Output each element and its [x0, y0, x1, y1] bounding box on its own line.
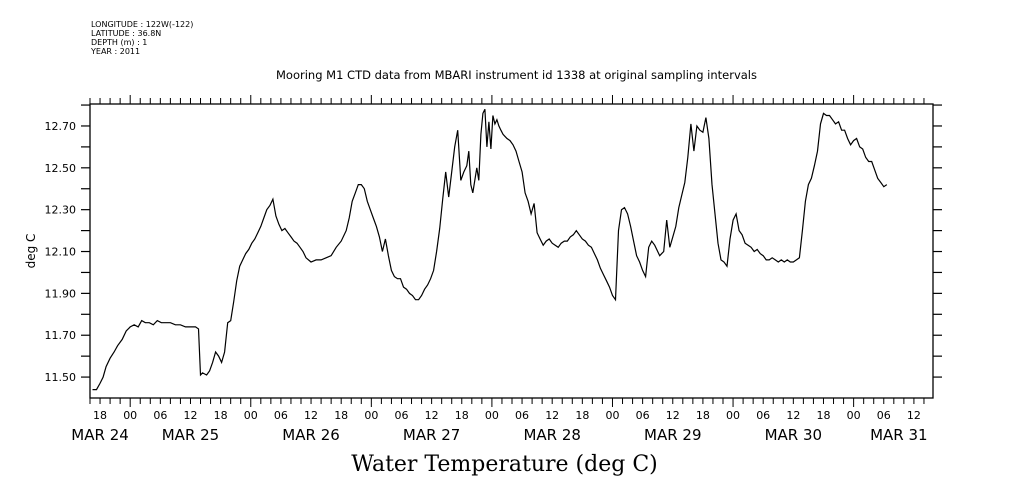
x-axis: 18 00 06 12 18 00 06 12 18 00 06 12 18 00 06 12 18 00 06 12… [71, 95, 928, 444]
x-day-label: MAR 26 [282, 426, 339, 444]
x-day-label: MAR 27 [403, 426, 460, 444]
x-hour-label: 00 [485, 409, 499, 422]
x-hour-label: 12 [545, 409, 559, 422]
x-hour-label: 00 [364, 409, 378, 422]
x-hour-label: 00 [605, 409, 619, 422]
x-hour-label: 18 [334, 409, 348, 422]
station-metadata: LONGITUDE : 122W(-122) LATITUDE : 36.8N … [91, 20, 193, 56]
x-hour-label: 06 [394, 409, 408, 422]
x-hour-label: 12 [425, 409, 439, 422]
x-day-label: MAR 30 [765, 426, 822, 444]
y-tick-label: 11.90 [45, 287, 77, 300]
x-hour-label: 12 [304, 409, 318, 422]
temperature-series-line [92, 108, 888, 391]
y-tick-label: 11.70 [45, 329, 77, 342]
x-hour-label: 18 [816, 409, 830, 422]
x-hour-label: 18 [93, 409, 107, 422]
x-hour-label: 18 [214, 409, 228, 422]
x-hour-label: 00 [244, 409, 258, 422]
x-hour-label: 06 [756, 409, 770, 422]
y-axis-label: deg C [24, 234, 38, 269]
y-tick-label: 12.10 [45, 246, 77, 259]
y-tick-label: 11.50 [45, 371, 77, 384]
series-group [92, 108, 888, 391]
chart-title: Mooring M1 CTD data from MBARI instrumen… [276, 68, 757, 82]
x-hour-label: 06 [877, 409, 891, 422]
x-hour-label: 06 [274, 409, 288, 422]
x-hour-label: 00 [847, 409, 861, 422]
x-day-label: MAR 29 [644, 426, 701, 444]
y-tick-label: 12.70 [45, 120, 77, 133]
x-hour-label: 00 [726, 409, 740, 422]
x-hour-label: 12 [786, 409, 800, 422]
year-label: YEAR : 2011 [91, 47, 141, 56]
x-hour-label: 18 [696, 409, 710, 422]
x-hour-label: 12 [666, 409, 680, 422]
x-hour-label: 12 [907, 409, 921, 422]
x-hour-label: 12 [183, 409, 197, 422]
x-hour-label: 06 [636, 409, 650, 422]
depth-label: DEPTH (m) : 1 [91, 38, 148, 47]
x-day-label: MAR 31 [870, 426, 927, 444]
longitude-label: LONGITUDE : 122W(-122) [91, 20, 194, 29]
latitude-label: LATITUDE : 36.8N [91, 29, 162, 38]
y-tick-label: 12.30 [45, 204, 77, 217]
x-hour-label: 06 [515, 409, 529, 422]
x-day-label: MAR 28 [523, 426, 580, 444]
y-tick-label: 12.50 [45, 162, 77, 175]
x-day-label: MAR 24 [71, 426, 128, 444]
x-day-label: MAR 25 [162, 426, 219, 444]
y-axis: 11.50 11.70 11.90 12.10 12.30 12.50 12.70 [45, 104, 942, 384]
x-hour-label: 00 [123, 409, 137, 422]
variable-title: Water Temperature (deg C) [351, 452, 658, 477]
x-hour-label: 18 [455, 409, 469, 422]
x-hour-label: 18 [575, 409, 589, 422]
x-hour-label: 06 [153, 409, 167, 422]
